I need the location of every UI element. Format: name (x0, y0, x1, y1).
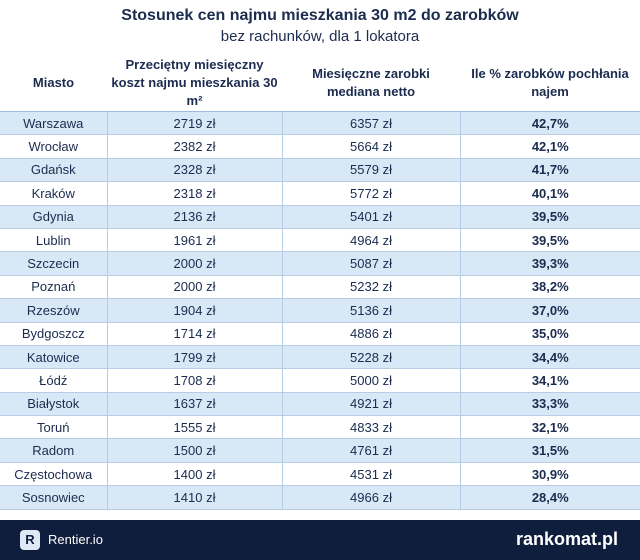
table-cell: 1400 zł (107, 462, 283, 487)
table-cell: 41,7% (460, 158, 640, 183)
column-header: Przeciętny miesięczny koszt najmu mieszk… (107, 54, 282, 112)
table-cell: 39,5% (460, 228, 640, 253)
logo-icon: R (20, 530, 40, 550)
table-row: Kraków 2318 zł 5772 zł 40,1% (0, 181, 640, 206)
table-row: Białystok 1637 zł 4921 zł 33,3% (0, 392, 640, 417)
table-row: Katowice 1799 zł 5228 zł 34,4% (0, 345, 640, 370)
table-cell: 31,5% (460, 438, 640, 463)
table-cell: 1500 zł (107, 438, 283, 463)
table-cell: 1637 zł (107, 392, 283, 417)
table-row: Toruń 1555 zł 4833 zł 32,1% (0, 415, 640, 440)
table-cell: Gdańsk (0, 158, 108, 183)
column-header: Miesięczne zarobki mediana netto (282, 54, 460, 112)
table-cell: Łódź (0, 368, 108, 393)
table-cell: 32,1% (460, 415, 640, 440)
table-row: Częstochowa 1400 zł 4531 zł 30,9% (0, 462, 640, 487)
table-cell: Częstochowa (0, 462, 108, 487)
table-cell: Wrocław (0, 134, 108, 159)
table-cell: 42,7% (460, 111, 640, 136)
table-cell: Poznań (0, 275, 108, 300)
table-cell: 35,0% (460, 322, 640, 346)
table-cell: 5087 zł (282, 251, 461, 276)
table-cell: 34,1% (460, 368, 640, 393)
table-cell: 4833 zł (282, 415, 461, 440)
column-header: Miasto (0, 54, 107, 112)
table-cell: Radom (0, 438, 108, 463)
table-row: Lublin 1961 zł 4964 zł 39,5% (0, 228, 640, 253)
table-cell: 5579 zł (282, 158, 461, 183)
header-row: Miasto Przeciętny miesięczny koszt najmu … (0, 54, 640, 112)
table-cell: 1961 zł (107, 228, 283, 253)
table-cell: 1410 zł (107, 485, 283, 510)
table-cell: 2318 zł (107, 181, 283, 206)
table-cell: 1708 zł (107, 368, 283, 393)
footer-right: rankomat.pl (515, 529, 618, 549)
table-cell: Gdynia (0, 205, 108, 229)
table-row: Gdańsk 2328 zł 5579 zł 41,7% (0, 158, 640, 183)
table-cell: Lublin (0, 228, 108, 253)
title: Stosunek cen najmu mieszkania 30 m2 do z… (121, 7, 519, 24)
table-cell: 2000 zł (107, 275, 283, 300)
table-row: Rzeszów 1904 zł 5136 zł 37,0% (0, 298, 640, 323)
table-cell: 28,4% (460, 485, 640, 510)
table-row: Warszawa 2719 zł 6357 zł 42,7% (0, 111, 640, 136)
table-cell: Białystok (0, 392, 108, 417)
table-cell: Warszawa (0, 111, 108, 136)
table-cell: 5228 zł (282, 345, 461, 370)
table-cell: 30,9% (460, 462, 640, 487)
table-cell: 5232 zł (282, 275, 461, 300)
table-row: Radom 1500 zł 4761 zł 31,5% (0, 438, 640, 463)
table-cell: 1799 zł (107, 345, 283, 370)
footer-left: Rentier.io (48, 532, 103, 547)
column-header: Ile % zarobków pochłania najem (460, 54, 640, 112)
table-cell: 4761 zł (282, 438, 461, 463)
table-cell: 42,1% (460, 134, 640, 159)
table-row: Łódź 1708 zł 5000 zł 34,1% (0, 368, 640, 393)
table-cell: 34,4% (460, 345, 640, 370)
table-row: Sosnowiec 1410 zł 4966 zł 28,4% (0, 485, 640, 510)
subtitle: bez rachunków, dla 1 lokatora (220, 28, 420, 45)
table-cell: 5401 zł (282, 205, 461, 229)
table-cell: Toruń (0, 415, 108, 440)
table-row: Szczecin 2000 zł 5087 zł 39,3% (0, 251, 640, 276)
table-cell: 5000 zł (282, 368, 461, 393)
table-cell: Sosnowiec (0, 485, 108, 510)
table-cell: 2382 zł (107, 134, 283, 159)
table-cell: 2719 zł (107, 111, 283, 136)
table-cell: Bydgoszcz (0, 322, 108, 346)
table-cell: 1714 zł (107, 322, 283, 346)
table-cell: 4921 zł (282, 392, 461, 417)
table-cell: Kraków (0, 181, 108, 206)
table-cell: 5772 zł (282, 181, 461, 206)
table-cell: 1555 zł (107, 415, 283, 440)
table-cell: 4966 zł (282, 485, 461, 510)
table-cell: Katowice (0, 345, 108, 370)
table-cell: 1904 zł (107, 298, 283, 323)
footer: R Rentier.io rankomat.pl (0, 520, 640, 560)
table-cell: 38,2% (460, 275, 640, 300)
table-cell: 4531 zł (282, 462, 461, 487)
table-cell: 39,3% (460, 251, 640, 276)
table-row: Poznań 2000 zł 5232 zł 38,2% (0, 275, 640, 300)
table-cell: 5136 zł (282, 298, 461, 323)
table-row: Bydgoszcz 1714 zł 4886 zł 35,0% (0, 322, 640, 346)
table: Miasto Przeciętny miesięczny koszt najmu … (0, 54, 640, 510)
table-cell: 39,5% (460, 205, 640, 229)
table-row: Gdynia 2136 zł 5401 zł 39,5% (0, 205, 640, 229)
table-cell: 4886 zł (282, 322, 461, 346)
table-cell: 6357 zł (282, 111, 461, 136)
table-cell: 5664 zł (282, 134, 461, 159)
table-row: Wrocław 2382 zł 5664 zł 42,1% (0, 134, 640, 159)
table-cell: 37,0% (460, 298, 640, 323)
table-cell: 4964 zł (282, 228, 461, 253)
table-cell: Rzeszów (0, 298, 108, 323)
table-cell: 33,3% (460, 392, 640, 417)
table-cell: 40,1% (460, 181, 640, 206)
table-cell: 2328 zł (107, 158, 283, 183)
table-cell: 2000 zł (107, 251, 283, 276)
table-cell: Szczecin (0, 251, 108, 276)
table-cell: 2136 zł (107, 205, 283, 229)
